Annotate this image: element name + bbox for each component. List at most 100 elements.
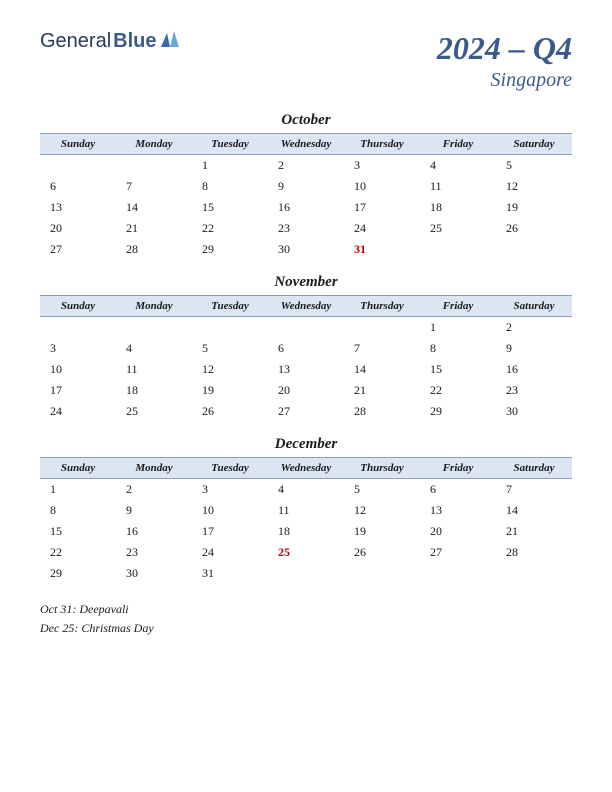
calendar-cell [420, 239, 496, 260]
month-name: October [40, 112, 572, 129]
calendar-cell: 2 [496, 317, 572, 339]
calendar-cell: 14 [116, 197, 192, 218]
calendar-cell [344, 317, 420, 339]
calendar-cell: 11 [268, 500, 344, 521]
calendar-cell [40, 317, 116, 339]
calendar-cell: 29 [420, 401, 496, 422]
logo-text-general: General [40, 30, 111, 53]
calendar-cell: 18 [116, 380, 192, 401]
calendar-cell [192, 317, 268, 339]
day-header: Friday [420, 458, 496, 479]
calendar-cell: 17 [40, 380, 116, 401]
calendar-cell: 31 [344, 239, 420, 260]
day-header: Friday [420, 296, 496, 317]
calendar-cell: 26 [192, 401, 268, 422]
calendar-row: 2728293031 [40, 239, 572, 260]
holiday-entry: Oct 31: Deepavali [40, 600, 572, 619]
calendar-cell: 23 [268, 218, 344, 239]
calendar-cell: 20 [268, 380, 344, 401]
calendar-cell: 28 [344, 401, 420, 422]
calendar-cell: 7 [344, 338, 420, 359]
day-header: Friday [420, 134, 496, 155]
calendar-cell: 10 [40, 359, 116, 380]
calendar-cell: 23 [496, 380, 572, 401]
calendar-cell: 18 [420, 197, 496, 218]
calendar-cell: 28 [496, 542, 572, 563]
calendar-row: 10111213141516 [40, 359, 572, 380]
calendar-cell: 9 [116, 500, 192, 521]
calendar-row: 1234567 [40, 479, 572, 501]
holiday-entry: Dec 25: Christmas Day [40, 619, 572, 638]
calendar-cell: 12 [192, 359, 268, 380]
calendar-cell [268, 563, 344, 584]
calendar-cell: 22 [40, 542, 116, 563]
calendar-cell [116, 155, 192, 177]
calendar-cell: 19 [192, 380, 268, 401]
calendar-row: 20212223242526 [40, 218, 572, 239]
calendar-cell: 21 [116, 218, 192, 239]
calendar-cell: 9 [268, 176, 344, 197]
calendar-cell: 15 [192, 197, 268, 218]
day-header: Wednesday [268, 296, 344, 317]
calendar-cell: 7 [496, 479, 572, 501]
calendar-cell: 1 [420, 317, 496, 339]
calendar-cell: 16 [496, 359, 572, 380]
calendar-cell: 31 [192, 563, 268, 584]
calendar-cell: 22 [420, 380, 496, 401]
calendar-cell: 6 [268, 338, 344, 359]
calendar-cell: 8 [40, 500, 116, 521]
calendar-row: 24252627282930 [40, 401, 572, 422]
calendar-table: SundayMondayTuesdayWednesdayThursdayFrid… [40, 133, 572, 260]
calendar-cell: 6 [420, 479, 496, 501]
calendar-row: 12345 [40, 155, 572, 177]
calendar-cell: 21 [344, 380, 420, 401]
calendar-cell: 1 [192, 155, 268, 177]
calendar-cell: 12 [344, 500, 420, 521]
calendar-cell: 10 [192, 500, 268, 521]
day-header: Monday [116, 458, 192, 479]
day-header: Saturday [496, 458, 572, 479]
calendar-cell: 16 [268, 197, 344, 218]
month-name: November [40, 274, 572, 291]
calendar-cell: 4 [116, 338, 192, 359]
calendar-cell [116, 317, 192, 339]
day-header: Monday [116, 134, 192, 155]
day-header: Tuesday [192, 296, 268, 317]
calendar-cell: 25 [268, 542, 344, 563]
calendar-cell: 24 [192, 542, 268, 563]
day-header: Wednesday [268, 458, 344, 479]
calendar-cell: 29 [192, 239, 268, 260]
calendar-cell: 27 [420, 542, 496, 563]
calendar-cell: 28 [116, 239, 192, 260]
calendar-cell: 1 [40, 479, 116, 501]
calendar-cell: 5 [496, 155, 572, 177]
day-header: Wednesday [268, 134, 344, 155]
calendar-cell: 13 [420, 500, 496, 521]
calendar-cell: 21 [496, 521, 572, 542]
calendar-cell: 24 [40, 401, 116, 422]
calendar-cell: 19 [344, 521, 420, 542]
calendar-cell: 17 [344, 197, 420, 218]
day-header: Thursday [344, 296, 420, 317]
calendar-cell [268, 317, 344, 339]
calendar-cell: 13 [268, 359, 344, 380]
title-sub: Singapore [437, 69, 572, 92]
logo-text-blue: Blue [113, 30, 156, 53]
day-header: Saturday [496, 134, 572, 155]
calendar-cell: 19 [496, 197, 572, 218]
calendar-cell: 11 [420, 176, 496, 197]
day-header: Tuesday [192, 458, 268, 479]
calendar-cell: 22 [192, 218, 268, 239]
day-header: Sunday [40, 458, 116, 479]
month-block: October SundayMondayTuesdayWednesdayThurs… [40, 112, 572, 260]
calendar-cell [496, 563, 572, 584]
calendar-row: 293031 [40, 563, 572, 584]
calendar-cell: 15 [420, 359, 496, 380]
calendar-cell: 7 [116, 176, 192, 197]
calendar-cell: 11 [116, 359, 192, 380]
calendar-cell: 3 [192, 479, 268, 501]
calendar-table: SundayMondayTuesdayWednesdayThursdayFrid… [40, 295, 572, 422]
calendar-cell: 5 [344, 479, 420, 501]
calendar-row: 3456789 [40, 338, 572, 359]
calendar-cell: 3 [40, 338, 116, 359]
